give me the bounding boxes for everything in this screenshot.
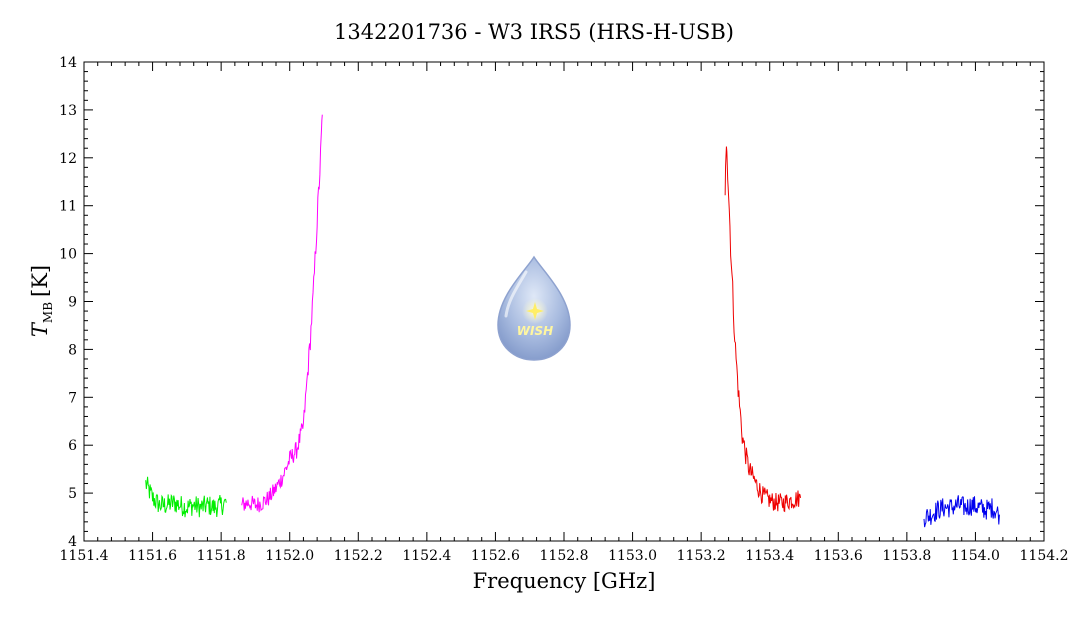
series-line-1 (241, 114, 323, 513)
series-layer (145, 114, 1000, 528)
x-tick-label: 1151.6 (128, 548, 177, 564)
wish-logo-text: WISH (517, 324, 553, 338)
series-line-0 (145, 476, 227, 518)
y-tick-label: 13 (59, 103, 77, 119)
y-tick-label: 7 (68, 390, 77, 406)
x-tick-label: 1151.4 (60, 548, 109, 564)
x-tick-label: 1152.0 (265, 548, 314, 564)
x-tick-label: 1153.0 (608, 548, 657, 564)
ticks-layer: 1151.4 1151.6 1151.8 1152.0 1152.2 1152.4 1152… (59, 55, 1068, 564)
y-tick-label: 14 (59, 55, 77, 71)
x-tick-label: 1153.4 (745, 548, 794, 564)
series-line-3 (923, 495, 1000, 528)
x-tick-label: 1152.2 (334, 548, 383, 564)
x-tick-label: 1152.4 (402, 548, 451, 564)
y-axis-label-unit: [K] (28, 265, 52, 297)
x-tick-label: 1151.8 (197, 548, 246, 564)
y-tick-label: 11 (59, 199, 77, 215)
wish-logo: WISH (497, 255, 571, 361)
y-tick-label: 4 (68, 534, 77, 550)
x-tick-label: 1153.2 (677, 548, 726, 564)
x-tick-label: 1153.8 (882, 548, 931, 564)
y-tick-label: 6 (68, 438, 77, 454)
x-tick-label: 1154.2 (1020, 548, 1068, 564)
y-tick-label: 8 (68, 342, 77, 358)
y-axis-label: TMB [K] (28, 265, 55, 337)
y-axis-label-subscript: MB (41, 302, 55, 323)
y-tick-label: 12 (59, 151, 77, 167)
y-tick-label: 9 (68, 295, 77, 311)
x-tick-label: 1152.6 (471, 548, 520, 564)
y-tick-label: 5 (68, 486, 77, 502)
chart-title: 1342201736 - W3 IRS5 (HRS-H-USB) (334, 20, 734, 44)
x-tick-label: 1154.0 (951, 548, 1000, 564)
series-line-2 (724, 146, 802, 513)
x-axis-label: Frequency [GHz] (473, 569, 656, 593)
y-axis-label-symbol: T (28, 321, 52, 337)
x-tick-label: 1153.6 (814, 548, 863, 564)
x-tick-label: 1152.8 (540, 548, 589, 564)
y-tick-label: 10 (59, 247, 77, 263)
